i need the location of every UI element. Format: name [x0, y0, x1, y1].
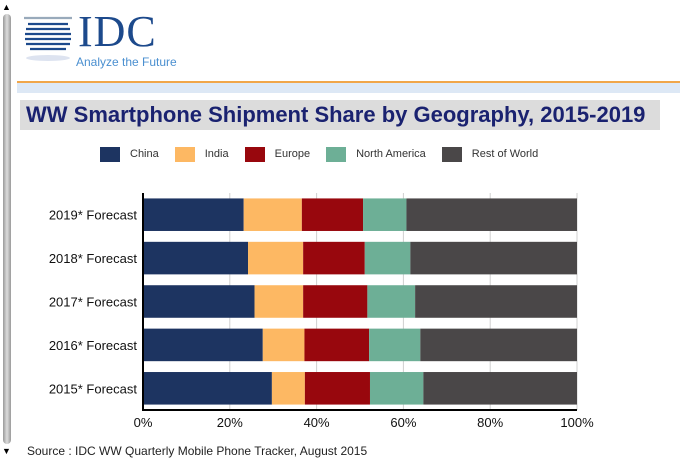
bar-segment	[143, 198, 244, 231]
legend-item-rest-of-world: Rest of World	[441, 147, 539, 162]
x-tick-label: 60%	[390, 415, 416, 430]
bar-segment	[406, 198, 577, 231]
legend-swatch	[100, 147, 120, 162]
bar-segment	[367, 285, 416, 318]
bar-segment	[243, 198, 302, 231]
bar-segment	[304, 328, 370, 362]
bar-segment	[420, 328, 577, 362]
divider	[17, 81, 680, 83]
scrollbar[interactable]: ▲ ▼	[0, 0, 14, 459]
bar-segment	[254, 285, 304, 318]
logo-text: IDC	[78, 7, 157, 56]
y-category-label: 2018* Forecast	[49, 251, 138, 266]
x-tick-label: 0%	[134, 415, 153, 430]
bar-segment	[301, 198, 364, 231]
source-note: Source : IDC WW Quarterly Mobile Phone T…	[27, 444, 368, 458]
y-category-label: 2019* Forecast	[49, 208, 138, 223]
x-tick-label: 100%	[560, 415, 594, 430]
bar-segment	[143, 328, 263, 362]
bar-segment	[415, 285, 577, 318]
legend-label: North America	[356, 148, 426, 160]
bar-segment	[369, 328, 421, 362]
legend-item-north-america: North America	[326, 147, 426, 162]
bar-segment	[262, 328, 305, 362]
idc-globe-logo-icon	[24, 16, 72, 61]
bar-segment	[248, 241, 304, 275]
scroll-up-arrow-icon[interactable]: ▲	[2, 2, 11, 12]
bar-segment	[271, 372, 305, 405]
bar-segment	[304, 372, 370, 405]
x-tick-label: 80%	[477, 415, 503, 430]
bar-segment	[363, 198, 407, 231]
chart-title: WW Smartphone Shipment Share by Geograph…	[20, 100, 660, 130]
scroll-down-arrow-icon[interactable]: ▼	[2, 446, 11, 456]
bar-segment	[369, 372, 424, 405]
legend-label: Europe	[274, 148, 311, 160]
y-category-label: 2017* Forecast	[49, 295, 138, 310]
legend-swatch	[326, 147, 347, 162]
bar-segment	[303, 285, 368, 318]
legend-label: Rest of World	[471, 148, 539, 160]
legend-swatch	[441, 147, 462, 162]
tagline: Analyze the Future	[76, 55, 177, 69]
bar-segment	[143, 372, 272, 405]
legend-item-india: India	[174, 147, 229, 162]
header-band	[17, 83, 680, 93]
legend-swatch	[174, 147, 195, 162]
y-category-label: 2015* Forecast	[49, 381, 138, 396]
legend-item-china: China	[100, 147, 159, 162]
legend: China India Europe North America Rest of…	[100, 147, 554, 162]
y-category-label: 2016* Forecast	[49, 338, 138, 353]
legend-swatch	[244, 147, 265, 162]
legend-label: India	[204, 148, 229, 160]
bar-segment	[143, 285, 255, 318]
bar-segment	[303, 241, 365, 275]
bar-segment	[143, 241, 249, 275]
bar-segment	[364, 241, 411, 275]
bar-segment	[410, 241, 577, 275]
scroll-thumb[interactable]	[3, 14, 11, 444]
legend-label: China	[130, 148, 159, 160]
x-tick-label: 20%	[217, 415, 243, 430]
bar-segment	[423, 372, 577, 405]
x-tick-label: 40%	[304, 415, 330, 430]
legend-item-europe: Europe	[244, 147, 311, 162]
